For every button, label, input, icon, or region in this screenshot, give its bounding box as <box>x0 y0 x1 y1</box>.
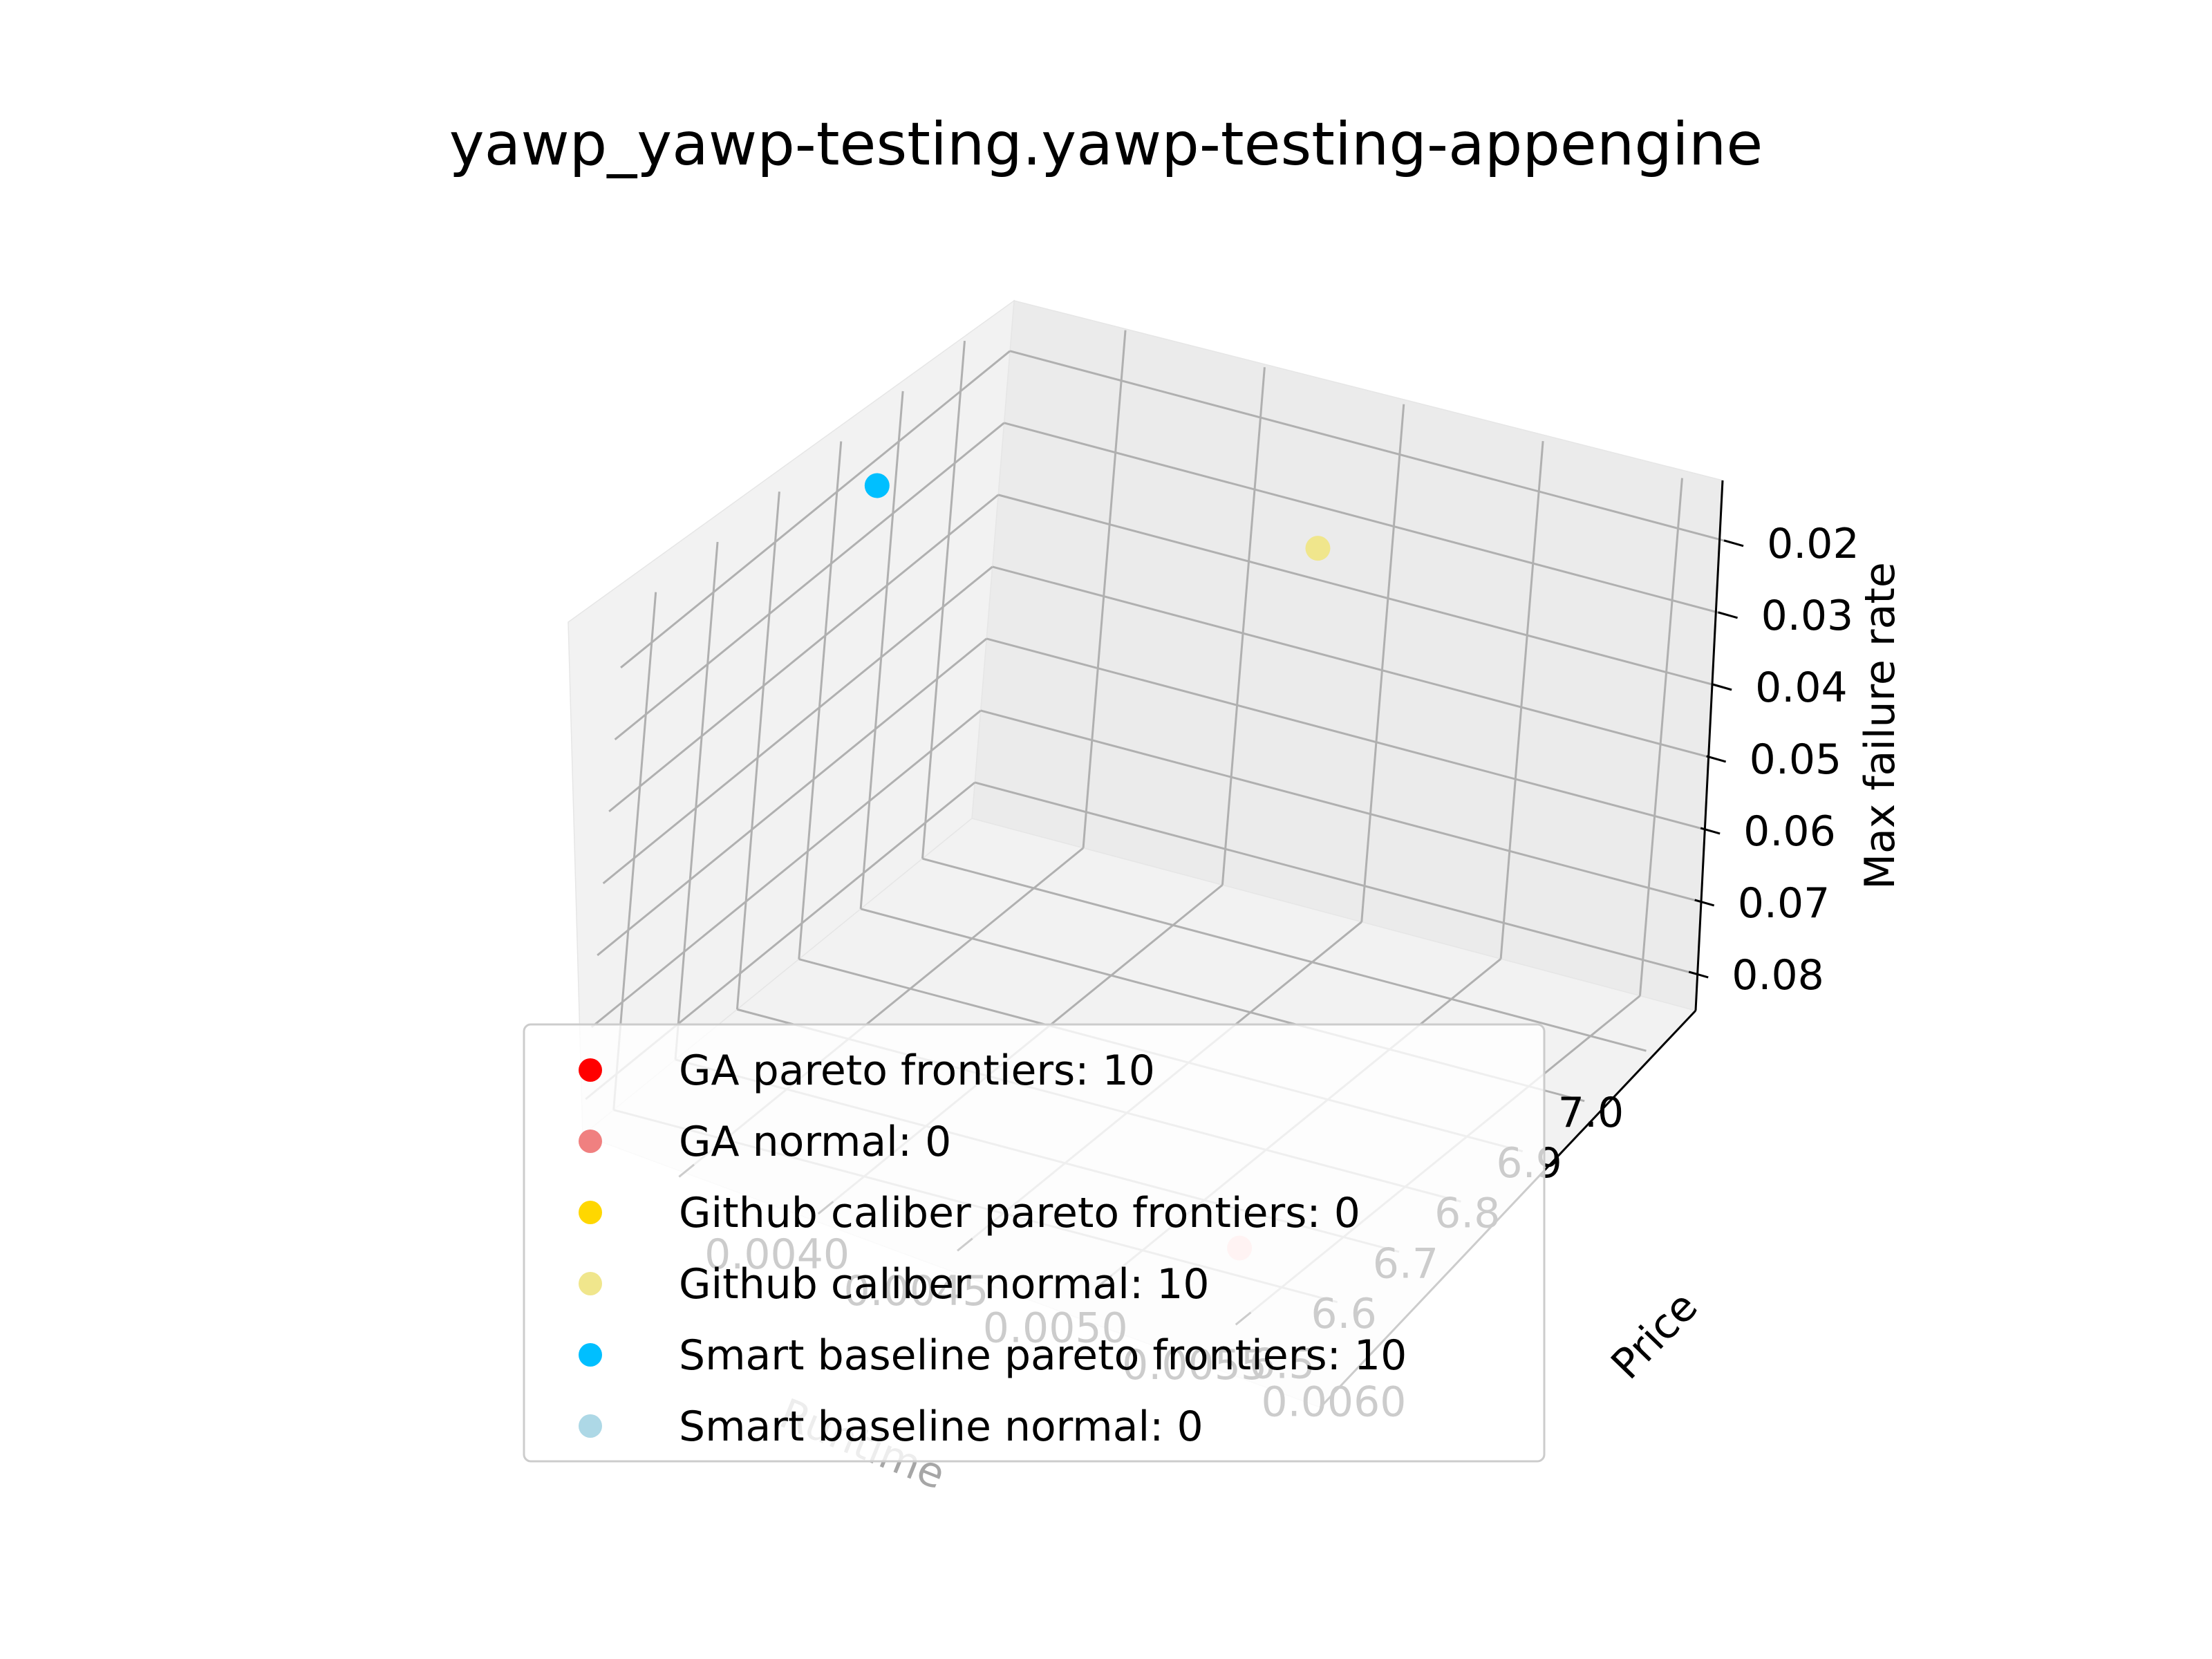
z-axis-line <box>1694 480 1724 1011</box>
y-gridline-back <box>1499 441 1544 959</box>
z-axis-label: Max failure rate <box>1856 562 1904 890</box>
z-gridline-back <box>980 709 1705 904</box>
legend-marker <box>579 1058 602 1082</box>
z-tick-mark <box>1700 827 1721 835</box>
z-gridline-back <box>986 637 1711 832</box>
x-gridline-left <box>859 391 904 909</box>
x-gridline-left <box>921 341 966 859</box>
data-point <box>864 473 890 498</box>
z-gridline-back <box>997 494 1723 688</box>
legend-marker <box>579 1201 602 1224</box>
legend-label: GA pareto frontiers: 10 <box>679 1047 1155 1095</box>
z-gridline-left <box>608 494 1000 813</box>
legend-marker <box>579 1343 602 1367</box>
z-gridline-left <box>620 350 1011 668</box>
z-ticks-layer: 0.02 0.03 0.04 0.05 0.06 0.07 0.08 <box>1688 520 1859 1000</box>
y-gridline-back <box>1360 404 1405 922</box>
x-gridline-left <box>674 541 719 1060</box>
z-gridline-left <box>590 709 982 1029</box>
z-tick-mark <box>1712 683 1732 691</box>
x-gridline-left <box>798 441 843 959</box>
x-gridline-floor <box>922 857 1647 1052</box>
z-tick-mark <box>1688 971 1709 979</box>
legend-marker <box>579 1130 602 1153</box>
z-gridline-back <box>1004 422 1728 617</box>
x-gridline-left <box>735 491 780 1010</box>
z-tick-label: 0.03 <box>1761 592 1854 640</box>
y-gridline-back <box>1221 367 1266 885</box>
z-tick-label: 0.04 <box>1755 664 1848 712</box>
x-tick-label: 7.0 <box>1558 1089 1624 1137</box>
z-tick-mark <box>1723 539 1744 547</box>
z-tick-label: 0.02 <box>1767 520 1859 568</box>
z-tick-label: 0.07 <box>1738 879 1830 928</box>
z-gridline-left <box>597 637 988 957</box>
data-point <box>1305 536 1331 561</box>
legend-frame <box>523 1023 1546 1463</box>
z-gridline-back <box>974 781 1699 976</box>
z-gridline-back <box>1009 350 1734 545</box>
chart-title: yawp_yawp-testing.yawp-testing-appengine <box>449 110 1763 179</box>
z-tick-mark <box>1694 899 1715 907</box>
z-tick-label: 0.08 <box>1732 951 1824 1000</box>
z-tick-label: 0.05 <box>1750 735 1842 784</box>
z-tick-label: 0.06 <box>1743 807 1836 856</box>
z-gridline-back <box>992 565 1717 760</box>
z-tick-mark <box>1718 611 1738 619</box>
legend-marker <box>579 1272 602 1295</box>
legend-entries: GA pareto frontiers: 10 GA normal: 0 Githu… <box>579 1047 1407 1451</box>
y-gridline-back <box>1082 330 1127 848</box>
y-gridline-back <box>1638 478 1683 996</box>
legend-label: Github caliber normal: 10 <box>679 1260 1210 1309</box>
legend: GA pareto frontiers: 10 GA normal: 0 Githu… <box>523 1023 1546 1463</box>
z-gridline-left <box>602 565 993 885</box>
legend-label: Smart baseline pareto frontiers: 10 <box>679 1331 1407 1380</box>
legend-label: GA normal: 0 <box>679 1118 951 1166</box>
legend-marker <box>579 1414 602 1438</box>
z-gridline-left <box>614 422 1005 741</box>
y-axis-label: Price <box>1602 1282 1707 1389</box>
legend-label: Github caliber pareto frontiers: 0 <box>679 1189 1360 1237</box>
z-tick-mark <box>1706 755 1727 763</box>
legend-label: Smart baseline normal: 0 <box>679 1403 1203 1451</box>
